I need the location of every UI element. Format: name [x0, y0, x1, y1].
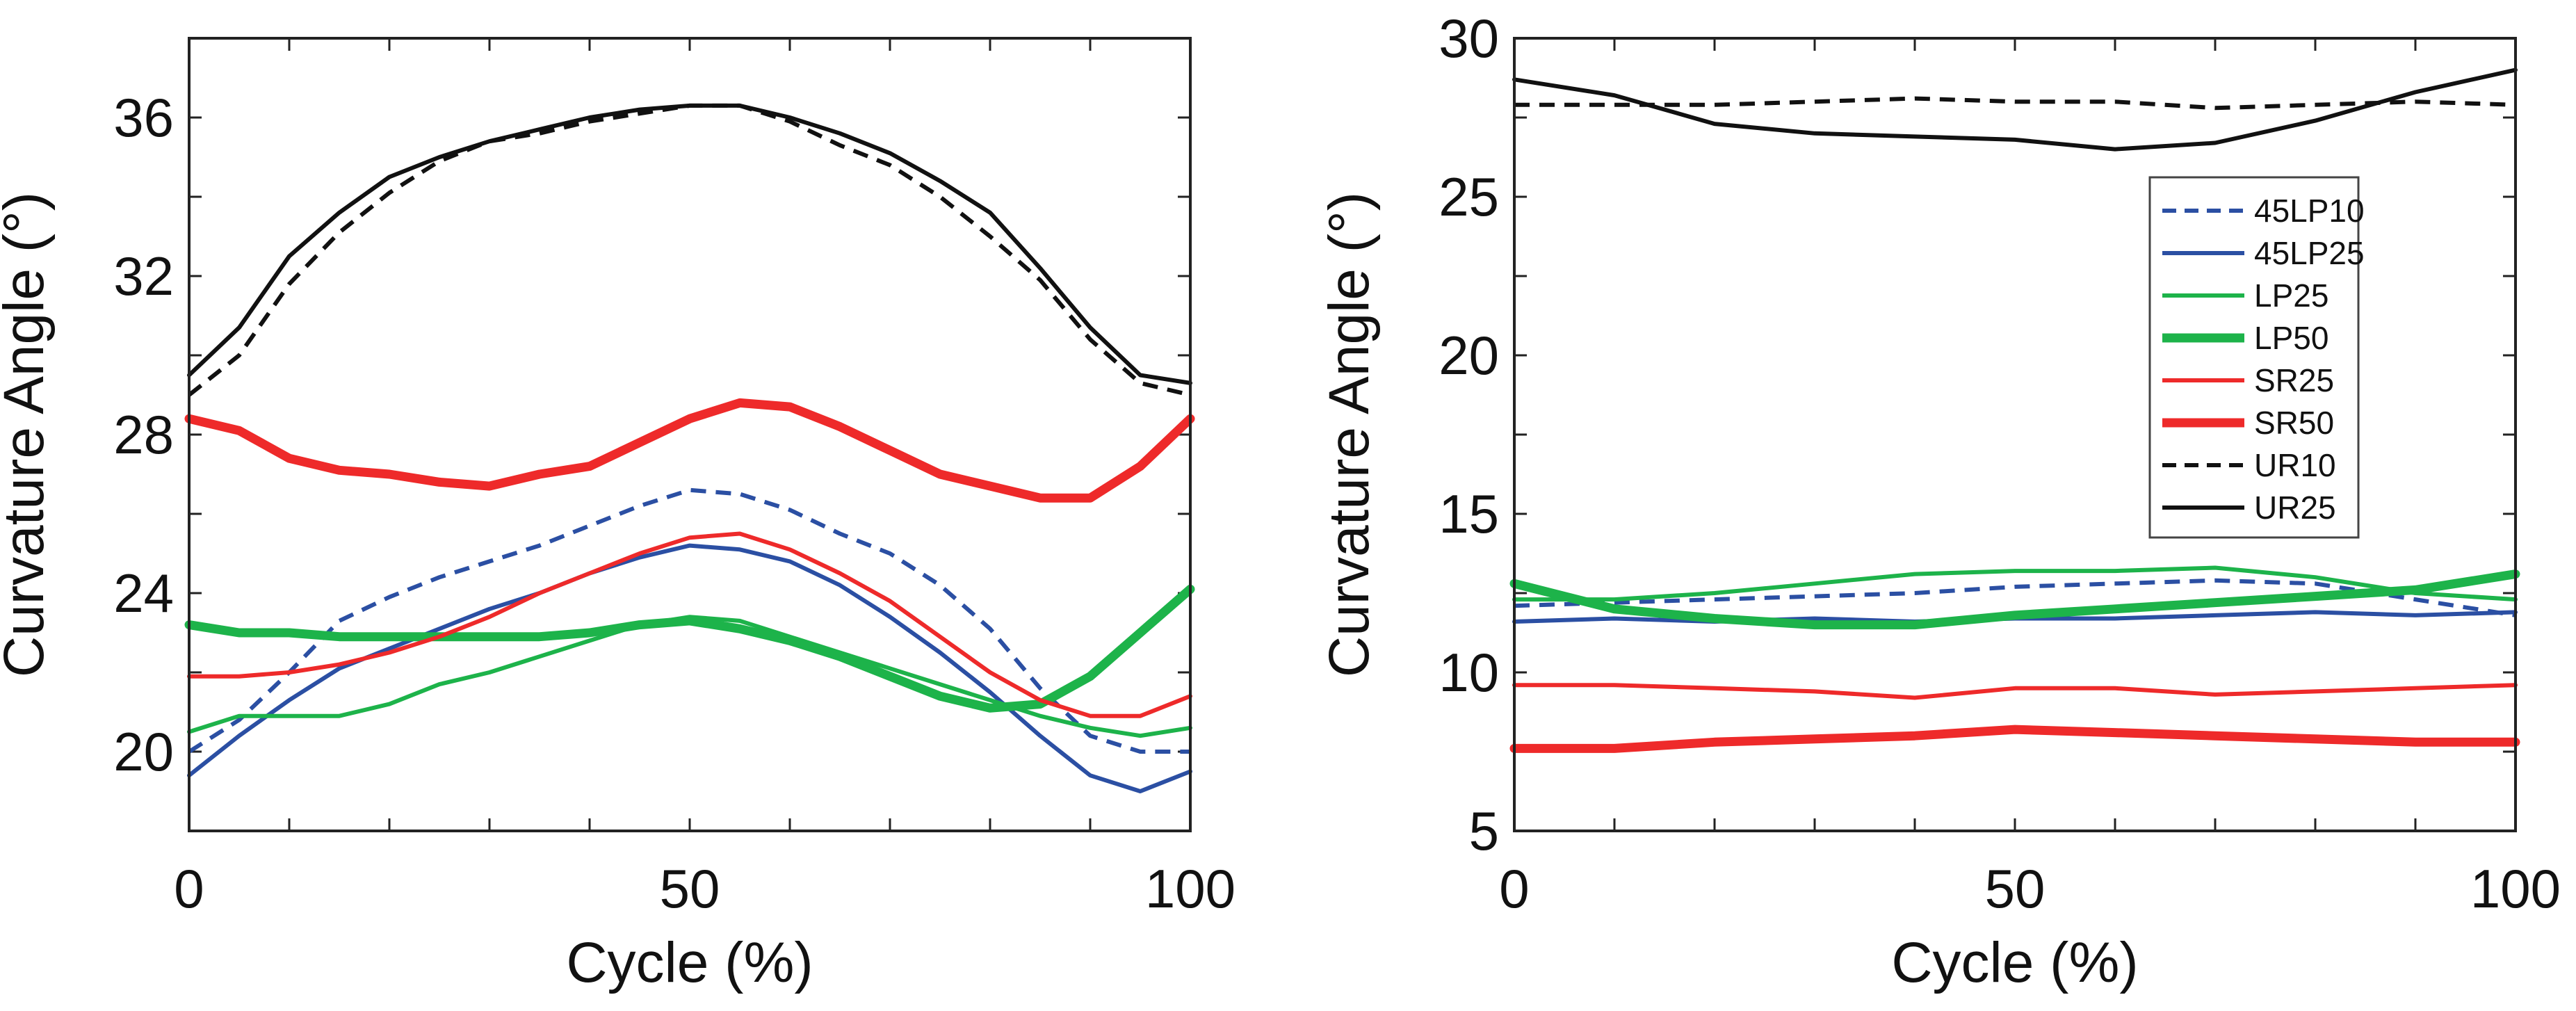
series-line-lp50 [184, 584, 1195, 713]
series-line-ur10 [1514, 96, 2516, 111]
plot-frame [188, 37, 1192, 832]
series-line-45lp25 [187, 543, 1192, 793]
y-tick-label: 20 [1439, 325, 1499, 386]
y-tick-label: 20 [113, 721, 174, 782]
legend-label-45lp10: 45LP10 [2254, 193, 2365, 229]
series-line-sr25 [1512, 683, 2518, 700]
legend-label-45lp25: 45LP25 [2254, 235, 2365, 271]
plot-frame [1513, 37, 2517, 832]
chart-panel-1: 0 50 100 20 24 28 32 36 Cycle (%) Curvature Angle… [0, 37, 1236, 994]
x-axis-label: Cycle (%) [1891, 931, 2138, 994]
series-line-45lp10 [188, 487, 1190, 754]
x-tick-label: 50 [660, 858, 720, 919]
y-tick-label: 25 [1439, 166, 1499, 227]
series-line-lp50 [1509, 569, 2520, 630]
series-line-ur10 [188, 103, 1191, 397]
y-tick-label: 15 [1439, 483, 1499, 544]
series-line-sr25 [187, 531, 1192, 718]
y-tick-label: 24 [113, 563, 174, 624]
series-line-ur25 [187, 103, 1192, 385]
y-tick-label: 28 [113, 404, 174, 465]
series-line-lp25 [1512, 565, 2518, 602]
y-axis-label: Curvature Angle (°) [0, 192, 56, 677]
legend-label-lp25: LP25 [2254, 277, 2328, 314]
legend-box [2148, 176, 2360, 539]
series-line-sr50 [184, 398, 1195, 503]
y-tick-label: 5 [1469, 800, 1499, 862]
chart-panel-2: 0 50 100 5 10 15 20 25 30 Cycle (%) Curvature Angl… [1318, 8, 2561, 994]
legend-label-ur10: UR10 [2254, 447, 2336, 483]
x-tick-label: 0 [174, 858, 204, 919]
x-axis-label: Cycle (%) [566, 931, 813, 994]
series-line-45lp10 [1514, 578, 2516, 617]
legend-label-lp50: LP50 [2254, 320, 2328, 356]
x-tick-label: 0 [1499, 858, 1529, 919]
x-tick-label: 50 [1985, 858, 2046, 919]
series-line-ur25 [1512, 67, 2518, 152]
x-tick-label: 100 [2470, 858, 2561, 919]
y-axis-label: Curvature Angle (°) [1318, 192, 1381, 677]
y-tick-label: 32 [113, 245, 174, 307]
y-tick-label: 30 [1439, 8, 1499, 69]
legend: 45LP10 45LP25 LP25 LP50 SR25 SR50 UR10 UR25 [2148, 176, 2365, 539]
y-tick-label: 10 [1439, 642, 1499, 703]
series-line-sr50 [1509, 725, 2520, 753]
legend-label-sr50: SR50 [2254, 405, 2334, 441]
legend-label-ur25: UR25 [2254, 490, 2336, 526]
x-tick-label: 100 [1145, 858, 1236, 919]
legend-label-sr25: SR25 [2254, 362, 2334, 398]
y-tick-label: 36 [113, 87, 174, 148]
